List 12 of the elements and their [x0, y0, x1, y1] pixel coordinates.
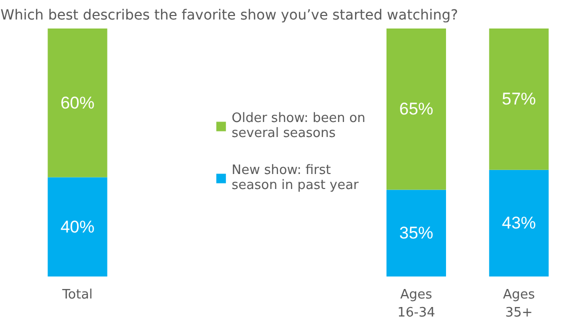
x-tick-label: Total	[61, 288, 93, 302]
chart-title: Which best describes the favorite show you’ve started watching?	[0, 8, 458, 24]
data-label: 40%	[60, 217, 95, 236]
x-tick-label: Ages 16-34	[397, 288, 436, 320]
x-tick-label: Ages 35+	[502, 288, 536, 320]
data-label: 65%	[399, 100, 434, 119]
data-label: 35%	[399, 224, 434, 243]
data-label: 60%	[60, 93, 95, 112]
legend-label: New show: first season in past year	[232, 163, 359, 193]
data-label: 43%	[502, 214, 536, 233]
data-label: 57%	[502, 90, 536, 109]
legend-label: Older show: been on several seasons	[232, 111, 366, 141]
